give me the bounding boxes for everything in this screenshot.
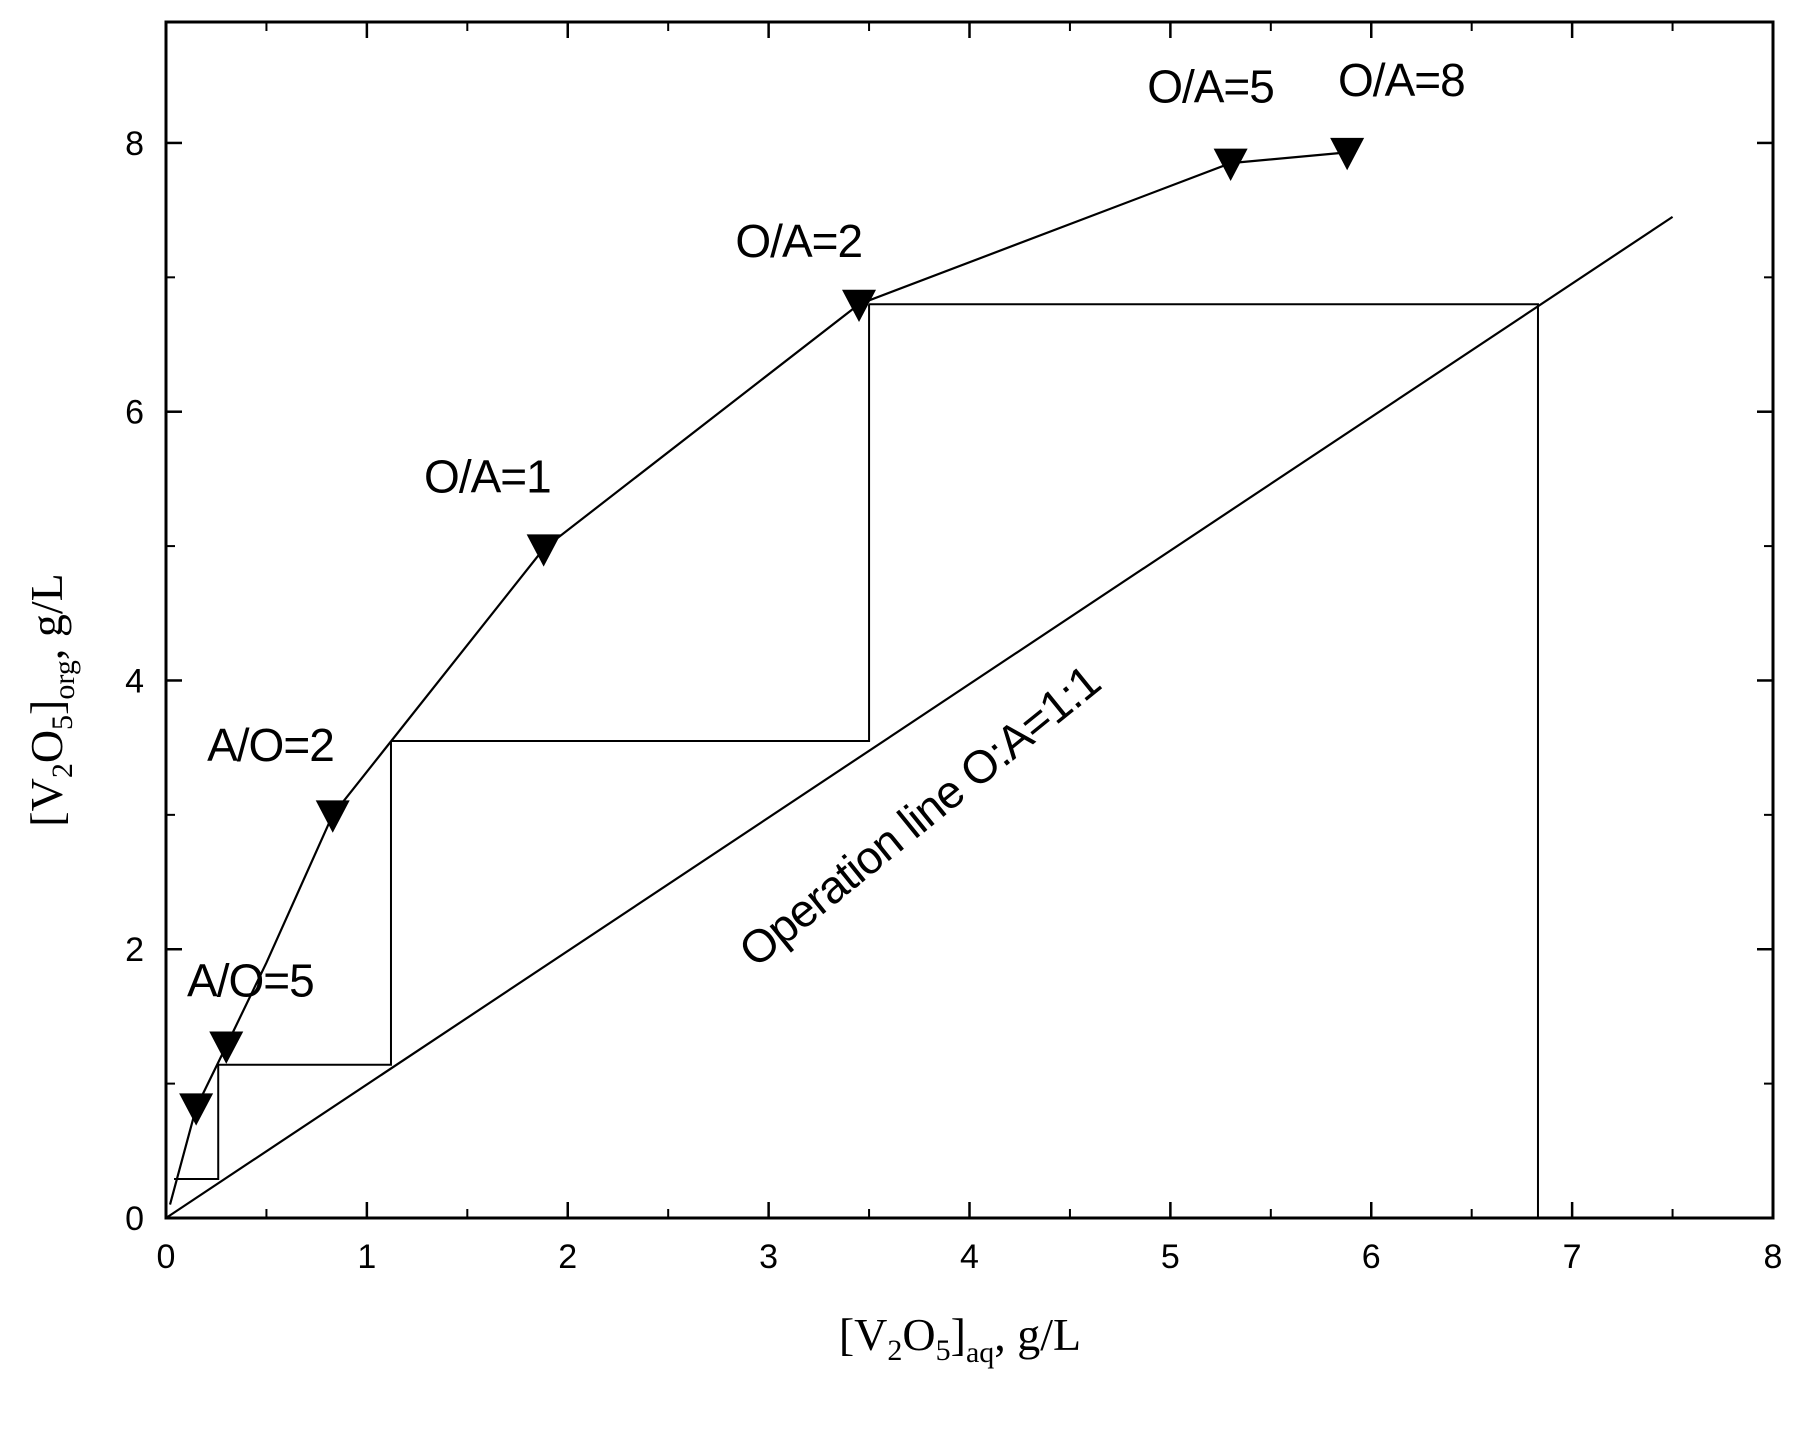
operation-line bbox=[165, 215, 1674, 1219]
data-point-2 bbox=[209, 1031, 244, 1064]
annotation-1: O/A=8 bbox=[1338, 54, 1465, 106]
x-axis-title: [V2O5]aq, g/L bbox=[839, 1309, 1081, 1369]
data-markers bbox=[179, 137, 1365, 1126]
x-tick-label: 3 bbox=[759, 1238, 778, 1276]
data-point-3 bbox=[315, 800, 350, 833]
y-tick-label: 4 bbox=[125, 662, 144, 700]
y-tick-label: 8 bbox=[125, 125, 144, 163]
annotation-3: O/A=2 bbox=[735, 215, 862, 267]
data-point-6 bbox=[1213, 148, 1248, 181]
data-point-7 bbox=[1330, 137, 1365, 171]
y-axis-title: [V2O5]org, g/L bbox=[21, 573, 81, 826]
x-tick-label: 4 bbox=[960, 1238, 979, 1276]
data-point-5 bbox=[842, 289, 877, 323]
annotations: O/A=8 O/A=5 O/A=2 O/A=1 A/O=2 A/O=5 Operation … bbox=[187, 54, 1466, 1006]
series-lines bbox=[165, 151, 1674, 1219]
annotation-2: O/A=5 bbox=[1147, 61, 1274, 113]
x-tick-label: 2 bbox=[558, 1238, 577, 1276]
data-point-4 bbox=[526, 534, 561, 567]
axis-ticks: 0 1 2 3 4 5 6 7 8 0 2 4 6 8 bbox=[125, 22, 1782, 1276]
y-tick-label: 2 bbox=[125, 931, 144, 969]
y-tick-label: 6 bbox=[125, 394, 144, 432]
data-point-1 bbox=[179, 1093, 214, 1126]
stage-step-3 bbox=[218, 740, 392, 1066]
isotherm-line bbox=[168, 151, 1348, 1205]
x-tick-label: 6 bbox=[1362, 1238, 1381, 1276]
annotation-7: Operation line O:A=1:1 bbox=[729, 655, 1109, 977]
annotation-5: A/O=2 bbox=[207, 719, 334, 771]
x-tick-label: 0 bbox=[157, 1238, 176, 1276]
annotation-4: O/A=1 bbox=[424, 450, 551, 502]
stage-lines bbox=[174, 303, 1539, 1218]
stage-step-1 bbox=[869, 303, 1539, 1218]
x-tick-label: 5 bbox=[1161, 1238, 1180, 1276]
plot-frame bbox=[164, 20, 1775, 1220]
annotation-6: A/O=5 bbox=[187, 954, 314, 1006]
x-tick-label: 7 bbox=[1563, 1238, 1582, 1276]
x-tick-label: 8 bbox=[1764, 1238, 1783, 1276]
stage-step-2 bbox=[390, 304, 871, 742]
x-tick-label: 1 bbox=[357, 1238, 376, 1276]
y-tick-label: 0 bbox=[125, 1200, 144, 1238]
stage-step-4 bbox=[174, 1064, 220, 1181]
